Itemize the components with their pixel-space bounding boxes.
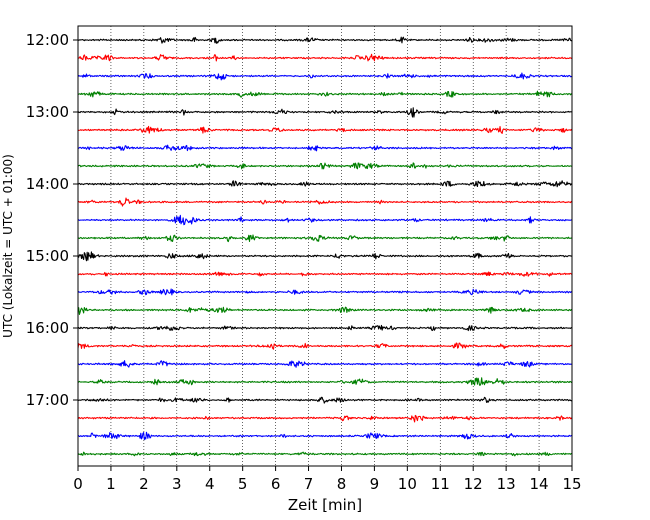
x-tick-label-1: 1 bbox=[106, 475, 116, 493]
x-tick-label-9: 9 bbox=[370, 475, 380, 493]
y-axis-ticks: 12:00 13:00 14:00 15:00 16:00 17:00 bbox=[26, 31, 78, 409]
y-tick-label-1400: 14:00 bbox=[26, 175, 69, 193]
trace-1345 bbox=[77, 162, 573, 170]
x-tick-label-3: 3 bbox=[172, 475, 182, 493]
trace-1615 bbox=[77, 342, 573, 350]
x-tick-label-11: 11 bbox=[431, 475, 450, 493]
x-tick-label-14: 14 bbox=[530, 475, 549, 493]
trace-1530 bbox=[77, 288, 573, 296]
y-tick-label-1200: 12:00 bbox=[26, 31, 69, 49]
x-tick-label-4: 4 bbox=[205, 475, 215, 493]
trace-1600 bbox=[77, 324, 573, 332]
trace-1500 bbox=[77, 251, 573, 262]
trace-1545 bbox=[77, 306, 573, 316]
x-tick-label-0: 0 bbox=[73, 475, 83, 493]
trace-1200 bbox=[77, 36, 573, 44]
minute-gridlines bbox=[110, 26, 540, 466]
y-axis-label: UTC (Lokalzeit = UTC + 01:00) bbox=[1, 154, 15, 338]
x-tick-label-8: 8 bbox=[337, 475, 347, 493]
x-tick-label-5: 5 bbox=[238, 475, 248, 493]
y-tick-label-1700: 17:00 bbox=[26, 391, 69, 409]
trace-1430 bbox=[77, 214, 573, 226]
trace-1230 bbox=[77, 72, 573, 81]
x-tick-label-10: 10 bbox=[398, 475, 417, 493]
x-axis-ticks: 0 1 2 3 4 5 6 7 8 9 10 11 12 13 14 15 bbox=[73, 466, 582, 493]
seismic-traces bbox=[77, 36, 573, 457]
trace-1645 bbox=[77, 377, 573, 386]
x-axis-label: Zeit [min] bbox=[288, 496, 362, 514]
x-tick-label-6: 6 bbox=[271, 475, 281, 493]
x-tick-label-13: 13 bbox=[497, 475, 516, 493]
trace-1745 bbox=[77, 451, 573, 457]
y-tick-label-1300: 13:00 bbox=[26, 103, 69, 121]
trace-1445 bbox=[77, 234, 573, 243]
x-tick-label-2: 2 bbox=[139, 475, 149, 493]
trace-1300 bbox=[77, 107, 573, 118]
trace-1715 bbox=[77, 414, 573, 423]
trace-1400 bbox=[77, 180, 573, 188]
trace-1315 bbox=[77, 125, 573, 134]
x-tick-label-7: 7 bbox=[304, 475, 314, 493]
trace-1630 bbox=[77, 360, 573, 368]
trace-1515 bbox=[77, 271, 573, 277]
trace-1245 bbox=[77, 90, 573, 98]
trace-1215 bbox=[77, 53, 573, 62]
x-tick-label-12: 12 bbox=[464, 475, 483, 493]
trace-1700 bbox=[77, 396, 573, 404]
trace-1415 bbox=[77, 197, 573, 207]
y-tick-label-1500: 15:00 bbox=[26, 247, 69, 265]
x-tick-label-15: 15 bbox=[562, 475, 581, 493]
trace-1330 bbox=[77, 144, 573, 152]
y-tick-label-1600: 16:00 bbox=[26, 319, 69, 337]
plot-frame bbox=[77, 25, 573, 467]
trace-1730 bbox=[77, 431, 573, 441]
